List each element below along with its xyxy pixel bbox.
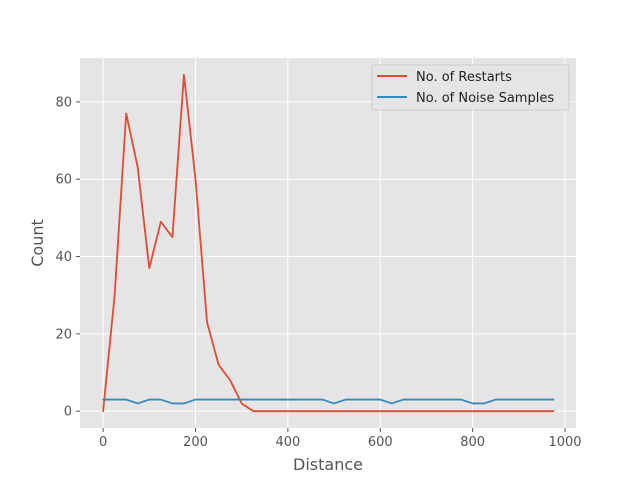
x-tick-label: 400: [275, 435, 300, 450]
series-lines: [102, 73, 555, 413]
legend-label-restarts: No. of Restarts: [416, 70, 512, 85]
plot-area: [80, 58, 576, 428]
x-tick-label: 600: [368, 435, 393, 450]
x-tick-label: 200: [183, 435, 208, 450]
y-tick-label: 60: [55, 173, 72, 188]
legend: No. of Restarts No. of Noise Samples: [371, 64, 570, 111]
series-noise-samples: [102, 398, 555, 405]
x-tick-label: 0: [99, 435, 107, 450]
x-tick-label: 1000: [548, 435, 581, 450]
tick-labels: 0 200 400 600 800 1000 0 20 40 60 80: [55, 95, 581, 450]
x-tick-label: 800: [460, 435, 485, 450]
y-axis-label: Count: [28, 219, 47, 267]
legend-box: [371, 64, 570, 111]
x-axis-label: Distance: [293, 455, 363, 474]
y-tick-label: 40: [55, 250, 72, 265]
y-tick-label: 80: [55, 95, 72, 110]
y-tick-label: 20: [55, 327, 72, 342]
series-restarts: [102, 73, 555, 413]
y-tick-label: 0: [64, 405, 72, 420]
legend-label-noise-samples: No. of Noise Samples: [416, 91, 554, 106]
